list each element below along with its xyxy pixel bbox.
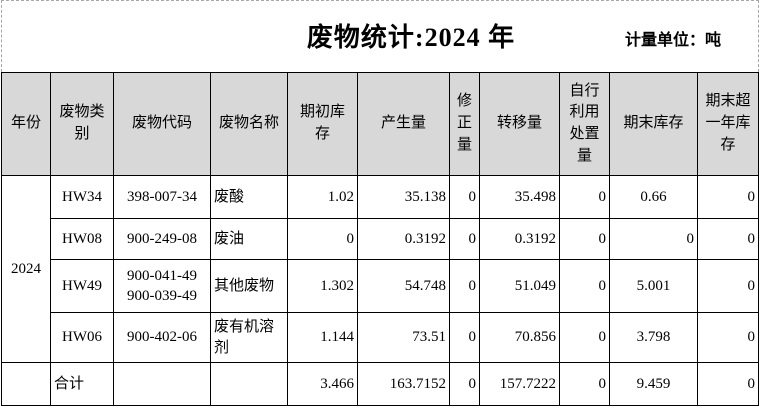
col-header-waste-category: 废物类 别 bbox=[50, 72, 114, 176]
table-row-hw34: 2024 HW34 398-007-34 废酸 1.02 35.138 0 35… bbox=[1, 175, 759, 363]
waste-code-cell bbox=[113, 362, 211, 406]
waste-name-cell: 废酸 bbox=[210, 175, 288, 219]
over-one-year-stock-cell: 0 bbox=[697, 218, 759, 260]
category-cell: HW34 bbox=[50, 175, 114, 219]
total-correction-cell: 0 bbox=[449, 362, 480, 406]
total-generated-cell: 163.7152 bbox=[357, 362, 450, 406]
over-one-year-stock-cell: 0 bbox=[697, 312, 759, 363]
total-self-disposal-cell: 0 bbox=[559, 362, 610, 406]
col-header-opening-stock: 期初库 存 bbox=[287, 72, 358, 176]
waste-name-cell: 废有机溶剂 bbox=[210, 312, 288, 363]
opening-stock-cell: 1.144 bbox=[287, 312, 358, 363]
generated-cell: 35.138 bbox=[357, 175, 450, 219]
transferred-cell: 70.856 bbox=[479, 312, 560, 363]
category-cell: HW06 bbox=[50, 312, 114, 363]
table-row-hw08: HW08 900-249-08 废油 0 0.3192 0 0.3192 0 0… bbox=[2, 218, 759, 260]
col-header-self-disposal: 自行 利用 处置 量 bbox=[559, 72, 610, 176]
correction-cell: 0 bbox=[449, 175, 480, 219]
table-total-row: 合计 3.466 163.7152 0 157.7222 0 9.459 0 bbox=[1, 362, 759, 406]
self-disposal-cell: 0 bbox=[559, 259, 610, 313]
category-cell: HW08 bbox=[50, 218, 114, 260]
correction-cell: 0 bbox=[449, 218, 480, 260]
transferred-cell: 51.049 bbox=[479, 259, 560, 313]
waste-name-cell bbox=[210, 362, 288, 406]
waste-name-cell: 其他废物 bbox=[210, 259, 288, 313]
closing-stock-cell: 5.001 bbox=[609, 259, 698, 313]
generated-cell: 0.3192 bbox=[357, 218, 450, 260]
title-band: 废物统计:2024 年 计量单位：吨 bbox=[1, 0, 759, 72]
page-title: 废物统计:2024 年 bbox=[306, 23, 516, 52]
col-header-waste-code: 废物代码 bbox=[113, 72, 211, 176]
year-cell-empty bbox=[1, 362, 51, 406]
self-disposal-cell: 0 bbox=[559, 312, 610, 363]
closing-stock-cell: 0.66 bbox=[609, 175, 698, 219]
col-header-generated: 产生量 bbox=[357, 72, 450, 176]
generated-cell: 54.748 bbox=[357, 259, 450, 313]
waste-name-cell: 废油 bbox=[210, 218, 288, 260]
total-over-one-year-stock-cell: 0 bbox=[697, 362, 759, 406]
col-header-over-one-year-stock: 期末超 一年库 存 bbox=[697, 72, 759, 176]
self-disposal-cell: 0 bbox=[559, 175, 610, 219]
transferred-cell: 0.3192 bbox=[479, 218, 560, 260]
total-opening-stock-cell: 3.466 bbox=[287, 362, 358, 406]
closing-stock-cell: 0 bbox=[609, 218, 698, 260]
waste-code-cell: 398-007-34 bbox=[113, 175, 211, 219]
opening-stock-cell: 0 bbox=[287, 218, 358, 260]
table-row-hw06: HW06 900-402-06 废有机溶剂 1.144 73.51 0 70.8… bbox=[2, 312, 759, 363]
generated-cell: 73.51 bbox=[357, 312, 450, 363]
waste-code-cell: 900-249-08 bbox=[113, 218, 211, 260]
table-header-row: 年份 废物类 别 废物代码 废物名称 期初库 存 产生量 修 正 量 转移量 自… bbox=[1, 72, 759, 176]
total-transferred-cell: 157.7222 bbox=[479, 362, 560, 406]
correction-cell: 0 bbox=[449, 312, 480, 363]
correction-cell: 0 bbox=[449, 259, 480, 313]
col-header-correction: 修 正 量 bbox=[449, 72, 480, 176]
unit-label: 计量单位：吨 bbox=[625, 32, 722, 49]
col-header-transferred: 转移量 bbox=[479, 72, 560, 176]
over-one-year-stock-cell: 0 bbox=[697, 259, 759, 313]
opening-stock-cell: 1.02 bbox=[287, 175, 358, 219]
closing-stock-cell: 3.798 bbox=[609, 312, 698, 363]
total-label-cell: 合计 bbox=[50, 362, 114, 406]
col-header-closing-stock: 期末库存 bbox=[609, 72, 698, 176]
year-cell: 2024 bbox=[1, 175, 51, 363]
over-one-year-stock-cell: 0 bbox=[697, 175, 759, 219]
opening-stock-cell: 1.302 bbox=[287, 259, 358, 313]
waste-code-cell: 900-402-06 bbox=[113, 312, 211, 363]
waste-statistics-table: 年份 废物类 别 废物代码 废物名称 期初库 存 产生量 修 正 量 转移量 自… bbox=[1, 72, 759, 406]
total-closing-stock-cell: 9.459 bbox=[609, 362, 698, 406]
col-header-waste-name: 废物名称 bbox=[210, 72, 288, 176]
col-header-year: 年份 bbox=[1, 72, 51, 176]
table-row-hw49: HW49 900-041-49 900-039-49 其他废物 1.302 54… bbox=[2, 259, 759, 313]
category-cell: HW49 bbox=[50, 259, 114, 313]
self-disposal-cell: 0 bbox=[559, 218, 610, 260]
transferred-cell: 35.498 bbox=[479, 175, 560, 219]
waste-code-cell: 900-041-49 900-039-49 bbox=[113, 259, 211, 313]
